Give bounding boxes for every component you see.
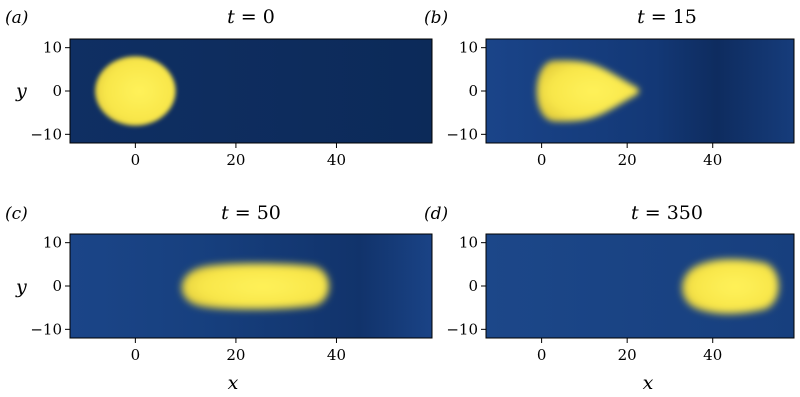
ticks: 0 20 40 10 0 −10 bbox=[446, 39, 722, 169]
x-tick-label: 40 bbox=[327, 151, 346, 169]
droplet-blob bbox=[95, 56, 176, 126]
panel-title-d: t = 350 bbox=[631, 202, 703, 224]
droplet-blob bbox=[682, 259, 779, 314]
y-axis-label: y bbox=[15, 276, 27, 298]
y-tick-label: −10 bbox=[446, 125, 478, 143]
y-tick-label: 0 bbox=[468, 82, 478, 100]
heatmap-background bbox=[486, 39, 794, 143]
panel-label-b: (b) bbox=[424, 8, 448, 28]
y-tick-label: 10 bbox=[43, 39, 62, 57]
ticks: 0 20 40 10 0 −10 bbox=[30, 39, 346, 169]
x-tick-label: 0 bbox=[131, 151, 141, 169]
x-tick-label: 0 bbox=[537, 151, 547, 169]
panel-label-a: (a) bbox=[5, 8, 28, 28]
y-tick-label: 0 bbox=[52, 82, 62, 100]
panel-a: (a) t = 0 0 20 40 10 0 −10 y bbox=[5, 6, 433, 169]
x-tick-label: 20 bbox=[226, 346, 245, 364]
blob-layer bbox=[95, 56, 176, 126]
x-axis-label: x bbox=[643, 372, 654, 394]
y-tick-label: −10 bbox=[30, 320, 62, 338]
y-tick-label: 10 bbox=[459, 234, 478, 252]
panel-b: (b) t = 15 0 20 40 10 0 −10 bbox=[424, 6, 795, 169]
droplet-blob bbox=[181, 263, 329, 310]
panel-label-c: (c) bbox=[5, 204, 28, 224]
y-tick-label: −10 bbox=[30, 125, 62, 143]
ticks: 0 20 40 10 0 −10 bbox=[30, 234, 346, 364]
panel-title-b: t = 15 bbox=[637, 6, 697, 28]
panel-title-c: t = 50 bbox=[221, 202, 281, 224]
y-tick-label: 10 bbox=[43, 234, 62, 252]
panel-d: (d) t = 350 0 20 40 10 0 −10 x bbox=[424, 202, 795, 394]
droplet-blob bbox=[536, 60, 640, 122]
y-tick-label: 10 bbox=[459, 39, 478, 57]
panel-label-d: (d) bbox=[424, 204, 448, 224]
x-axis-label: x bbox=[228, 372, 239, 394]
panel-c: (c) t = 50 0 20 40 10 0 −10 y x bbox=[5, 202, 433, 394]
x-tick-label: 20 bbox=[226, 151, 245, 169]
x-tick-label: 20 bbox=[618, 346, 637, 364]
ticks: 0 20 40 10 0 −10 bbox=[446, 234, 722, 364]
y-tick-label: 0 bbox=[468, 277, 478, 295]
blob-layer bbox=[682, 259, 779, 314]
blob-layer bbox=[536, 60, 640, 122]
y-tick-label: −10 bbox=[446, 320, 478, 338]
x-tick-label: 0 bbox=[131, 346, 141, 364]
panel-title-a: t = 0 bbox=[227, 6, 275, 28]
x-tick-label: 40 bbox=[703, 346, 722, 364]
y-axis-label: y bbox=[15, 80, 27, 102]
x-tick-label: 20 bbox=[618, 151, 637, 169]
x-tick-label: 40 bbox=[703, 151, 722, 169]
y-tick-label: 0 bbox=[52, 277, 62, 295]
blob-layer bbox=[181, 263, 329, 310]
x-tick-label: 40 bbox=[327, 346, 346, 364]
x-tick-label: 0 bbox=[537, 346, 547, 364]
